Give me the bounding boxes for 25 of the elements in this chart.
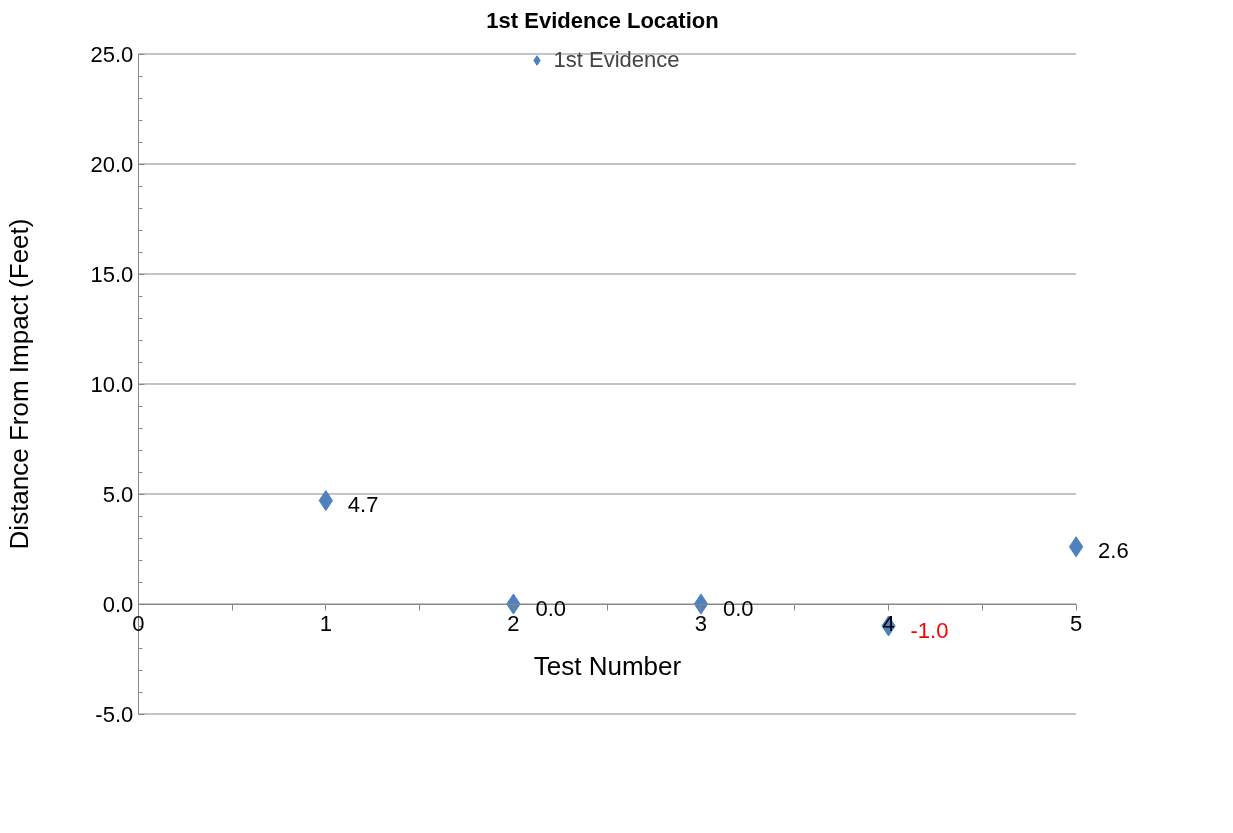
x-tick-label: 3 [694, 611, 708, 636]
point [693, 593, 709, 615]
chart-title: 1st Evidence Location [486, 7, 719, 33]
y-axis-title: Distance From Impact (Feet) [3, 218, 34, 550]
y-tick-label: -5.0 [95, 701, 134, 727]
point [318, 490, 334, 512]
y-tick-label: 25.0 [90, 41, 134, 67]
x-axis-title: Test Number [533, 650, 682, 681]
x-tick-label: 1 [319, 611, 332, 636]
legend-label: 1st Evidence [553, 47, 680, 73]
data-label: 4.7 [347, 492, 379, 518]
y-tick-label: 5.0 [102, 481, 134, 507]
y-tick-label: 20.0 [90, 151, 134, 177]
data-label: 0.0 [722, 595, 754, 621]
x-tick-label: 4 [882, 611, 895, 636]
x-tick-label: 0 [132, 611, 145, 636]
point [1068, 536, 1084, 558]
data-label: -1.0 [910, 617, 949, 643]
x-tick-label: 5 [1069, 611, 1083, 636]
x-tick-label: 2 [507, 611, 520, 636]
y-tick-label: 15.0 [90, 261, 134, 287]
data-label: 2.6 [1098, 538, 1129, 564]
y-tick-label: 0.0 [102, 591, 134, 617]
y-tick-label: 10.0 [90, 371, 134, 397]
data-label: 0.0 [535, 595, 566, 621]
